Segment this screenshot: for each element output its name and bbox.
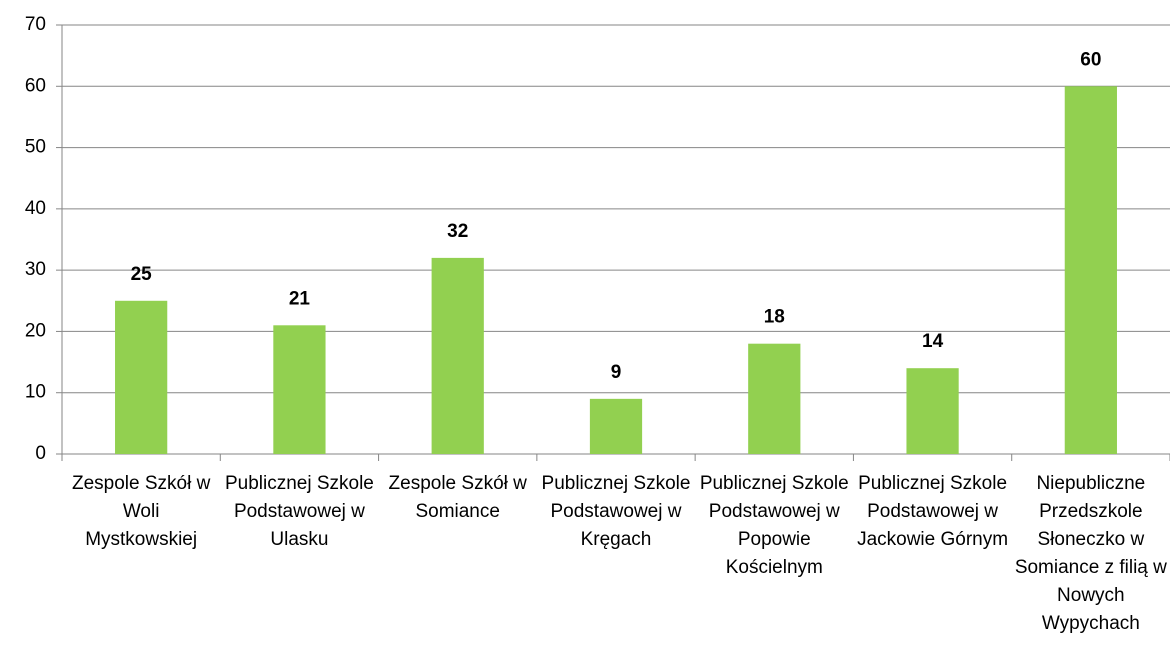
y-tick-label: 0: [35, 443, 46, 464]
data-label: 14: [922, 331, 944, 352]
x-tick-label: Publicznej Szkole Podstawowej w Jackowie…: [857, 473, 1009, 550]
data-label: 18: [764, 307, 785, 328]
data-label: 60: [1080, 49, 1101, 70]
bar: [1064, 86, 1117, 455]
data-label: 21: [289, 288, 311, 309]
bar: [431, 257, 484, 454]
y-tick-label: 40: [25, 198, 46, 219]
y-tick-label: 50: [25, 137, 46, 158]
y-tick-label: 20: [25, 320, 46, 341]
y-tick-label: 60: [25, 75, 46, 96]
x-tick-label: Publicznej Szkole Podstawowej w Popowie …: [699, 473, 849, 578]
y-tick-label: 70: [25, 14, 46, 35]
x-tick-label: Niepubliczne Przedszkole Słoneczko w Som…: [1014, 473, 1167, 634]
x-tick-label: Publicznej Szkole Podstawowej w Ulasku: [224, 473, 374, 550]
bar: [115, 300, 168, 454]
bar: [589, 398, 643, 454]
data-label: 9: [611, 362, 622, 383]
x-tick-label: Publicznej Szkole Podstawowej w Kręgach: [541, 473, 691, 550]
y-tick-label: 30: [25, 259, 46, 280]
x-tick-label: Zespole Szkół w Woli Mystkowskiej: [71, 473, 211, 550]
y-tick-label: 10: [25, 382, 46, 403]
bar: [748, 343, 801, 454]
x-tick-label: Zespole Szkół w Somiance: [388, 473, 527, 522]
data-label: 25: [131, 264, 153, 285]
bar: [273, 325, 326, 454]
bar: [906, 368, 959, 454]
data-label: 32: [447, 221, 468, 242]
